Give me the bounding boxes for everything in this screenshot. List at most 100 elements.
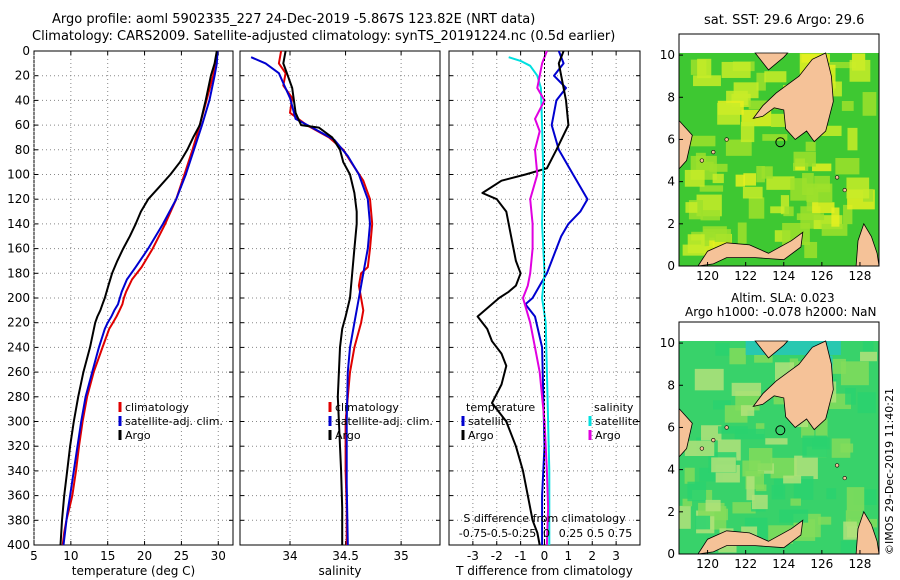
y-tick-label: 220 bbox=[7, 316, 30, 330]
secondary-tick-label: 0 bbox=[543, 527, 550, 540]
secondary-tick-label: 0.25 bbox=[559, 527, 584, 540]
map-patch bbox=[684, 440, 715, 457]
x-tick-label: 34 bbox=[282, 549, 297, 563]
map-frame bbox=[678, 33, 880, 267]
map-x-tick-label: 124 bbox=[772, 557, 795, 571]
map-patch bbox=[687, 481, 707, 502]
diff-legend-title: salinity bbox=[594, 401, 634, 414]
y-tick-label: 60 bbox=[15, 118, 30, 132]
map-patch bbox=[783, 206, 794, 217]
series-line-satellite-adj-clim- bbox=[62, 50, 219, 546]
map-y-tick-label: 10 bbox=[660, 336, 675, 350]
map-patch bbox=[694, 368, 724, 391]
map-x-tick-label: 120 bbox=[696, 557, 719, 571]
series-line-argo bbox=[59, 50, 218, 546]
series-line-satellite-s bbox=[508, 56, 551, 545]
map-patch bbox=[734, 428, 765, 440]
map-patch bbox=[783, 475, 802, 484]
argo-position-marker bbox=[775, 425, 786, 436]
panel-frame bbox=[33, 50, 234, 546]
map-patch bbox=[782, 222, 810, 245]
x-tick-label: 34.5 bbox=[332, 549, 359, 563]
y-tick-label: 380 bbox=[7, 513, 30, 527]
map-0: 120 122 124 126 128 0 2 4 6 8 10 bbox=[660, 33, 880, 283]
y-tick-label: 240 bbox=[7, 340, 30, 354]
map-patch bbox=[780, 195, 790, 215]
secondary-axis-label: S difference from climatology bbox=[463, 512, 626, 525]
map-y-tick-label: 8 bbox=[667, 378, 675, 392]
sst-map-title: sat. SST: 29.6 Argo: 29.6 bbox=[704, 13, 865, 28]
diff-s-legend-label: Argo bbox=[595, 429, 621, 442]
map-patch bbox=[812, 163, 832, 172]
map-patch bbox=[814, 175, 830, 190]
map-patch bbox=[846, 177, 870, 199]
map-patch bbox=[812, 437, 830, 450]
map-y-tick-label: 2 bbox=[667, 505, 675, 519]
map-patch bbox=[761, 166, 773, 179]
map-frame bbox=[678, 321, 880, 555]
map-x-tick-label: 128 bbox=[848, 269, 871, 283]
map-patch bbox=[705, 499, 721, 512]
map-patch bbox=[771, 485, 786, 500]
y-tick-label: 180 bbox=[7, 266, 30, 280]
diff-legend-title: temperature bbox=[466, 401, 535, 414]
map-patch bbox=[857, 392, 876, 414]
y-tick-label: 120 bbox=[7, 192, 30, 206]
map-patch bbox=[687, 234, 705, 254]
map-patch bbox=[737, 222, 747, 244]
map-patch bbox=[762, 134, 788, 141]
x-tick-label: 0 bbox=[541, 549, 549, 563]
title-line-1: Argo profile: aoml 5902335_227 24-Dec-20… bbox=[52, 12, 536, 27]
map-patch bbox=[764, 71, 787, 83]
map-patch bbox=[756, 166, 765, 183]
map-patch bbox=[846, 487, 865, 511]
y-tick-label: 300 bbox=[7, 415, 30, 429]
map-x-tick-label: 120 bbox=[696, 269, 719, 283]
map-patch bbox=[695, 515, 711, 530]
secondary-tick-label: -0.75 bbox=[459, 527, 487, 540]
map-patch bbox=[806, 187, 819, 212]
y-tick-label: 400 bbox=[7, 538, 30, 552]
x-tick-label: 2 bbox=[588, 549, 596, 563]
map-patch bbox=[718, 543, 737, 553]
map-patch bbox=[845, 387, 856, 405]
map-patch bbox=[699, 185, 724, 192]
map-patch bbox=[862, 92, 877, 116]
x-tick-label: 10 bbox=[63, 549, 78, 563]
series-line-satellite-adj-clim- bbox=[250, 56, 371, 546]
map-patch bbox=[835, 158, 860, 175]
map-patch bbox=[742, 186, 763, 199]
sal-legend-label: satellite-adj. clim. bbox=[335, 415, 433, 428]
land-island bbox=[699, 446, 704, 451]
y-tick-label: 140 bbox=[7, 217, 30, 231]
x-tick-label: -3 bbox=[467, 549, 479, 563]
y-tick-label: 340 bbox=[7, 464, 30, 478]
map-patch bbox=[843, 521, 857, 540]
map-patch bbox=[682, 498, 693, 507]
land-visayas bbox=[754, 52, 789, 71]
secondary-tick-label: -0.5 bbox=[487, 527, 508, 540]
x-tick-label: 1 bbox=[565, 549, 573, 563]
x-tick-label: 25 bbox=[174, 549, 189, 563]
map-patch bbox=[843, 204, 853, 225]
map-y-tick-label: 0 bbox=[667, 259, 675, 273]
y-tick-label: 200 bbox=[7, 291, 30, 305]
map-patch bbox=[749, 448, 773, 471]
map-patch bbox=[826, 488, 837, 500]
land-island bbox=[842, 187, 847, 193]
panel-1: 34 34.5 35 salinity bbox=[239, 50, 441, 578]
sla-map-title: Altim. SLA: 0.023 bbox=[731, 291, 835, 305]
map-x-tick-label: 128 bbox=[848, 557, 871, 571]
map-patch bbox=[840, 540, 860, 554]
land-island bbox=[842, 475, 847, 481]
map-patch bbox=[687, 135, 716, 147]
sla-map-subtitle: Argo h1000: -0.078 h2000: NaN bbox=[685, 305, 877, 319]
map-patch bbox=[840, 361, 869, 386]
sal-legend-label: Argo bbox=[335, 429, 361, 442]
land-sulawesi bbox=[697, 519, 804, 555]
map-patch bbox=[841, 100, 854, 111]
map-patch bbox=[685, 202, 698, 213]
map-patch bbox=[796, 213, 825, 221]
